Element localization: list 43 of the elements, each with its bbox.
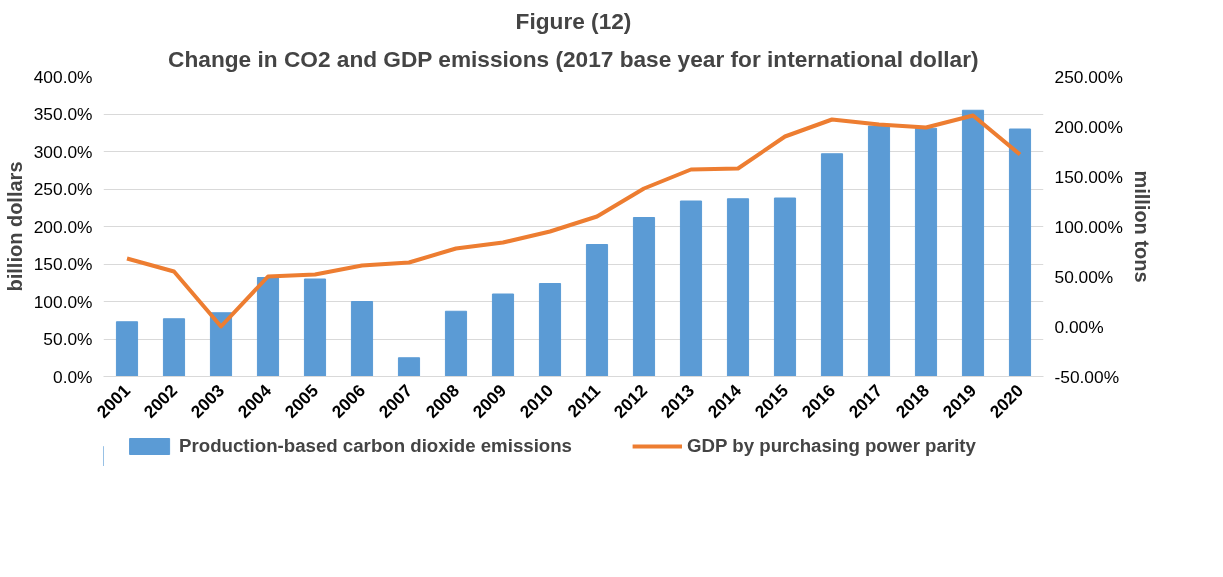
bar [585, 244, 609, 377]
bar [115, 321, 139, 377]
bar [162, 318, 186, 377]
line-series [125, 113, 1022, 329]
bar [350, 301, 374, 377]
bar [256, 277, 280, 377]
y-tick-label: 350.0% [33, 104, 93, 124]
y-tick-label: 150.0% [33, 254, 93, 274]
bar [1008, 128, 1032, 377]
y2-tick-label: 250.00% [1054, 66, 1123, 87]
y-tick-label: 250.0% [33, 179, 93, 199]
bar [632, 217, 656, 377]
chart-subtitle: Change in CO2 and GDP emissions (2017 base year for international dollar) [168, 45, 979, 72]
y-tick-label: 400.0% [33, 66, 93, 87]
legend-label: Production-based carbon dioxide emissions [179, 435, 573, 457]
y-tick-label: 50.0% [43, 329, 93, 349]
chart-title: Figure (12) [515, 7, 632, 34]
bar [726, 198, 750, 377]
bar [679, 200, 703, 377]
bar [961, 109, 985, 377]
bar [209, 312, 233, 377]
bar [303, 278, 327, 377]
y-tick-label: 100.0% [33, 291, 93, 312]
bar [914, 127, 938, 377]
legend-label: GDP by purchasing power parity [687, 435, 976, 457]
y2-tick-label: -50.00% [1054, 366, 1120, 387]
y2-tick-label: 50.00% [1054, 266, 1114, 287]
y2-tick-label: 200.00% [1054, 116, 1123, 137]
bar [773, 197, 797, 377]
y-tick-label: 0.0% [53, 366, 93, 387]
y-axis-title: billion dollars [3, 161, 26, 292]
y2-tick-label: 150.00% [1054, 166, 1123, 187]
y2-tick-label: 100.00% [1054, 216, 1123, 237]
bar [538, 283, 562, 377]
bar [397, 357, 421, 377]
y-tick-label: 300.0% [33, 141, 93, 162]
y2-axis-title: million tons [1130, 170, 1153, 283]
bar [820, 153, 844, 377]
bar [444, 310, 468, 377]
bar [491, 293, 515, 377]
y-tick-label: 200.0% [33, 216, 93, 237]
y2-tick-label: 0.00% [1054, 316, 1104, 337]
bar [867, 125, 891, 377]
